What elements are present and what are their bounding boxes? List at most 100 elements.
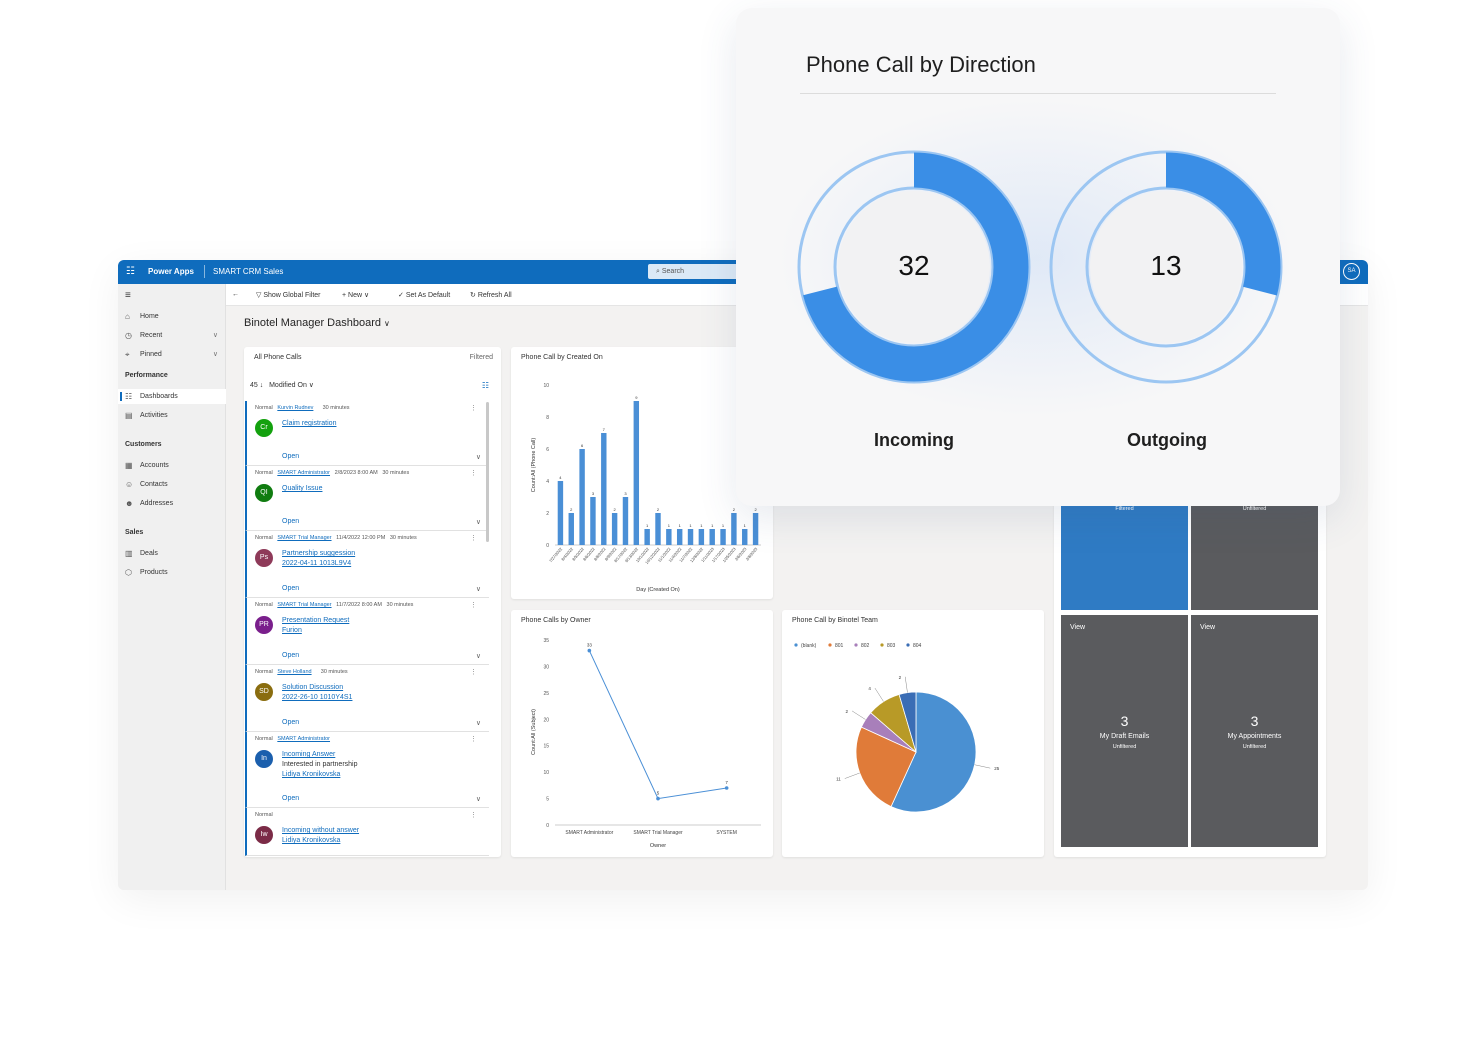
bar-data-label: 1 (668, 523, 671, 528)
y-tick-label: 10 (543, 770, 549, 776)
refresh-all-button[interactable]: ↻ Refresh All (470, 291, 512, 299)
record-regarding[interactable]: 2022-04-11 1013L9V4 (282, 560, 352, 567)
list-sort-bar[interactable]: 45 ↓ Modified On ∨ (250, 381, 314, 389)
record-meta: Normal SMART Administrator 2/8/2023 8:00… (255, 470, 409, 476)
more-options-icon[interactable]: ⋮ (470, 405, 477, 412)
sidebar-item-contacts[interactable]: ☺ Contacts (118, 477, 226, 492)
chevron-down-icon[interactable]: ∨ (475, 720, 481, 727)
bar-data-label: 9 (635, 395, 638, 400)
search-placeholder: Search (661, 268, 685, 275)
record-owner[interactable]: SMART Trial Manager (277, 535, 332, 541)
set-as-default-button[interactable]: ✓ Set As Default (398, 291, 450, 299)
record-owner[interactable]: Kurvin Rudnev (277, 405, 314, 411)
record-date: 11/4/2022 12:00 PM (336, 535, 386, 541)
chevron-down-icon[interactable]: ∨ (212, 351, 218, 358)
chevron-down-icon[interactable]: ∨ (475, 454, 481, 461)
record-meta: Normal SMART Administrator (255, 736, 339, 742)
more-options-icon[interactable]: ⋮ (470, 470, 477, 477)
nav-group-customers: Customers (125, 441, 162, 448)
gauge-progress-arc (1051, 152, 1281, 382)
show-global-filter-button[interactable]: ▽ Show Global Filter (256, 291, 321, 299)
record-priority: Normal (255, 602, 273, 608)
sidebar-item-pinned[interactable]: ⌖ Pinned ∨ (118, 347, 226, 362)
panel-title: Phone Call by Direction (806, 52, 1036, 77)
hamburger-menu-icon[interactable]: ≡ (125, 290, 131, 301)
chevron-down-icon[interactable]: ∨ (475, 796, 481, 803)
new-button[interactable]: + New ∨ (342, 291, 369, 299)
record-subject[interactable]: Incoming without answer (282, 827, 360, 834)
list-item[interactable]: Normal Kurvin Rudnev 30 minutes ⋮ Cr Claim … (245, 401, 489, 466)
bar (611, 513, 618, 545)
record-status: Open (282, 518, 300, 525)
sidebar-item-deals[interactable]: ▥ Deals (118, 546, 226, 561)
list-item[interactable]: Normal SMART Administrator ⋮ In Incoming A… (245, 732, 489, 808)
record-regarding[interactable]: Lidiya Kronikovska (282, 771, 341, 778)
record-count: 45 (250, 382, 258, 389)
record-date: 11/7/2022 8:00 AM (336, 602, 382, 608)
sidebar-item-accounts[interactable]: ▦ Accounts (118, 458, 226, 473)
record-owner[interactable]: SMART Administrator (277, 470, 331, 476)
record-subject[interactable]: Solution Discussion (282, 684, 344, 691)
more-options-icon[interactable]: ⋮ (470, 669, 477, 676)
sidebar-item-label: Home (140, 313, 159, 320)
dashboard-title[interactable]: Binotel Manager Dashboard ∨ (244, 317, 390, 329)
list-item[interactable]: Normal ⋮ Iw Incoming without answer Lidiya … (245, 808, 489, 856)
legend-label: 804 (913, 643, 922, 649)
unfiltered-tile[interactable]: Unfiltered (1191, 504, 1318, 610)
bar-data-label: 1 (744, 523, 747, 528)
sidebar-item-home[interactable]: ⌂ Home (118, 309, 226, 324)
chevron-down-icon: ∨ (308, 382, 314, 389)
chevron-down-icon[interactable]: ∨ (212, 332, 218, 339)
tile-view-link[interactable]: View (1070, 624, 1086, 631)
list-item[interactable]: Normal Steve Holland 30 minutes ⋮ SD Soluti… (245, 665, 489, 732)
created-on-bar-chart: 024681047/27/202228/4/202268/5/202238/6/… (531, 383, 761, 593)
record-owner[interactable]: SMART Trial Manager (277, 602, 332, 608)
record-subject[interactable]: Presentation Request (282, 617, 350, 624)
record-subject[interactable]: Claim registration (282, 420, 337, 427)
more-options-icon[interactable]: ⋮ (470, 812, 477, 819)
sidebar-item-recent[interactable]: ◷ Recent ∨ (118, 328, 226, 343)
record-regarding[interactable]: 2022-26-10 1010Y4S1 (282, 694, 353, 701)
list-item[interactable]: Normal SMART Trial Manager 11/7/2022 8:0… (245, 598, 489, 665)
back-arrow-icon[interactable]: ← (232, 291, 239, 298)
more-options-icon[interactable]: ⋮ (470, 736, 477, 743)
gauge-inner-ring (1085, 186, 1247, 348)
draft-emails-tile[interactable]: View 3 My Draft Emails Unfiltered (1061, 615, 1188, 847)
record-regarding[interactable]: Furion (282, 627, 302, 634)
record-subject[interactable]: Partnership suggession (282, 550, 356, 557)
more-options-icon[interactable]: ⋮ (470, 535, 477, 542)
appointments-tile[interactable]: View 3 My Appointments Unfiltered (1191, 615, 1318, 847)
sidebar-item-products[interactable]: ⬡ Products (118, 565, 226, 580)
user-avatar[interactable]: SA (1343, 263, 1360, 280)
record-owner[interactable]: SMART Administrator (277, 736, 331, 742)
tile-view-link[interactable]: View (1200, 624, 1216, 631)
record-subject[interactable]: Quality Issue (282, 485, 323, 492)
chevron-down-icon: ∨ (362, 292, 370, 299)
view-options-icon[interactable]: ☷ (481, 381, 489, 390)
record-priority: Normal (255, 405, 273, 411)
gauge-outer-ring (1049, 150, 1283, 384)
sidebar-item-dashboards[interactable]: ☷ Dashboards (118, 389, 226, 404)
filter-icon: ▽ (256, 292, 264, 299)
legend-label: 803 (887, 643, 896, 649)
record-owner[interactable]: Steve Holland (277, 669, 312, 675)
more-options-icon[interactable]: ⋮ (470, 602, 477, 609)
record-subject[interactable]: Incoming Answer (282, 751, 336, 758)
list-item[interactable]: Normal SMART Trial Manager 11/4/2022 12:… (245, 531, 489, 598)
bar (579, 449, 585, 545)
list-scrollbar[interactable] (486, 402, 489, 542)
waffle-icon[interactable]: ☷ (126, 266, 135, 277)
filtered-tile[interactable]: Filtered (1061, 504, 1188, 610)
legend-marker (880, 643, 884, 647)
sidebar-item-activities[interactable]: ▤ Activities (118, 408, 226, 423)
chevron-down-icon[interactable]: ∨ (475, 519, 481, 526)
bar-data-label: 6 (581, 443, 584, 448)
chevron-down-icon[interactable]: ∨ (475, 653, 481, 660)
sidebar-item-addresses[interactable]: ☻ Addresses (118, 496, 226, 511)
avatar: Iw (255, 826, 273, 844)
record-regarding[interactable]: Lidiya Kronikovska (282, 837, 341, 844)
brand-name[interactable]: Power Apps (148, 267, 194, 276)
chevron-down-icon[interactable]: ∨ (475, 586, 481, 593)
list-item[interactable]: Normal SMART Administrator 2/8/2023 8:00… (245, 466, 489, 531)
app-name[interactable]: SMART CRM Sales (213, 267, 284, 276)
